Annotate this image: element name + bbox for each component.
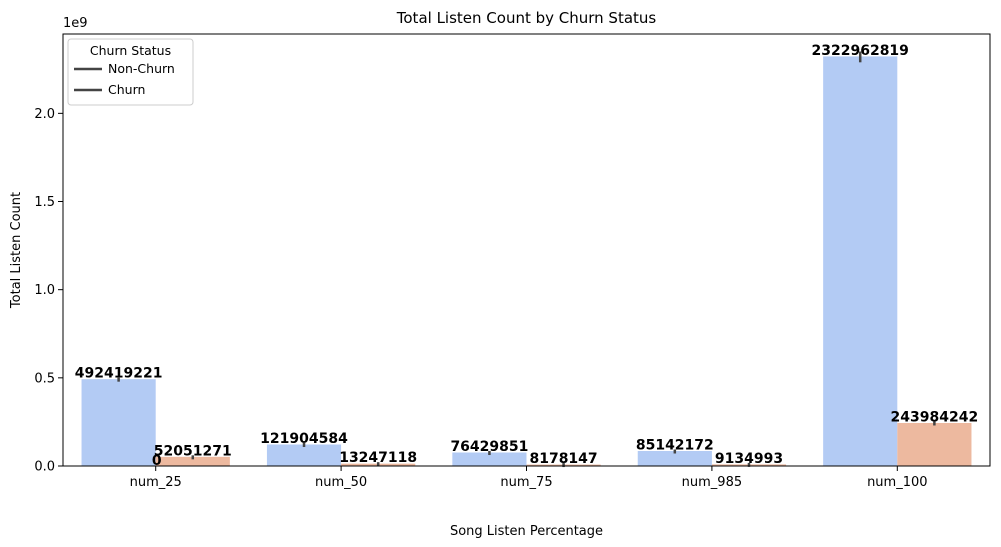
value-label-non-churn-num_25: 492419221 (75, 366, 163, 382)
legend: Churn Status Non-Churn Churn (67, 38, 194, 106)
chart-title: Total Listen Count by Churn Status (396, 9, 657, 27)
value-label-non-churn-num_75: 76429851 (450, 439, 528, 455)
legend-title: Churn Status (90, 43, 171, 58)
value-label-non-churn-num_50: 121904584 (260, 431, 348, 447)
value-label-churn-num_50: 13247118 (339, 450, 417, 466)
bar-churn-num_25 (155, 456, 230, 466)
y-tick-label: 0.5 (34, 371, 55, 386)
legend-entry-label: Churn (108, 82, 145, 97)
bar-non-churn-num_985 (637, 450, 712, 466)
x-tick-label: num_985 (682, 475, 742, 490)
value-label-churn-num_985: 9134993 (715, 451, 783, 467)
bar-non-churn-num_100 (823, 56, 898, 466)
legend-entry-label: Non-Churn (108, 61, 175, 76)
x-tick-label: num_75 (500, 475, 552, 490)
x-tick-label: num_100 (867, 475, 927, 490)
y-axis-label: Total Listen Count (9, 192, 24, 309)
bar-non-churn-num_75 (452, 452, 527, 466)
bar-non-churn-num_25 (81, 379, 156, 466)
y-tick-label: 1.5 (34, 195, 55, 210)
bar-churn-num_100 (897, 422, 972, 466)
y-tick-label: 2.0 (34, 107, 55, 122)
bars-group (81, 56, 972, 466)
y-tick-label: 0.0 (34, 460, 55, 475)
value-label-churn-num_25: 52051271 (154, 443, 232, 459)
annotation-label: 0 (152, 453, 162, 469)
y-tick-label: 1.0 (34, 283, 55, 298)
legend-box (67, 38, 194, 106)
value-label-churn-num_75: 8178147 (529, 451, 597, 467)
value-label-non-churn-num_100: 2322962819 (812, 43, 909, 59)
x-axis: num_25 num_50 num_75 num_985 num_100 (130, 466, 928, 490)
x-tick-label: num_25 (130, 475, 182, 490)
plot-frame (62, 33, 991, 467)
value-labels-group: 492419221 121904584 76429851 85142172 232296… (75, 43, 978, 469)
y-axis: 0.0 0.5 1.0 1.5 2.0 (34, 107, 63, 475)
y-axis-offset-text: 1e9 (63, 16, 88, 31)
x-axis-label: Song Listen Percentage (450, 524, 603, 539)
value-label-churn-num_100: 243984242 (891, 409, 979, 425)
x-tick-label: num_50 (315, 475, 367, 490)
value-label-non-churn-num_985: 85142172 (636, 437, 714, 453)
bar-non-churn-num_50 (266, 444, 342, 466)
